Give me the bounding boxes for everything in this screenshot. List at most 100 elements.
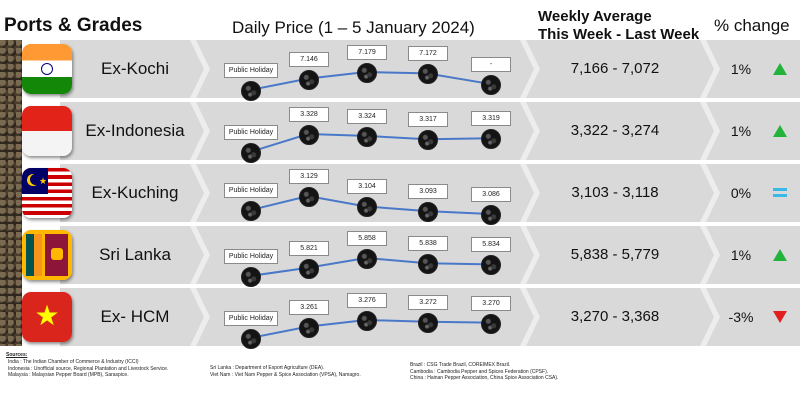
data-point	[418, 312, 438, 333]
data-label: 7.179	[347, 45, 387, 60]
percent-change-value: 0%	[730, 185, 752, 201]
up-arrow-icon	[770, 40, 790, 98]
sources-col1: India : The Indian Chamber of Commerce &…	[8, 359, 168, 379]
data-point	[241, 267, 261, 287]
public-holiday-label: Public Holiday	[224, 183, 278, 199]
data-point	[299, 125, 319, 145]
data-point	[241, 143, 261, 163]
data-point	[299, 258, 319, 279]
malaysia-flag: ★	[22, 168, 72, 218]
port-name: Sri Lanka	[99, 245, 171, 264]
percent-change-value: 1%	[730, 61, 752, 77]
port-name: Ex-Indonesia	[85, 121, 185, 140]
header-weekly-line1: Weekly Average	[538, 8, 652, 25]
public-holiday-label: Public Holiday	[224, 63, 278, 78]
header-weekly-average: Weekly Average This Week - Last Week	[538, 8, 699, 44]
weekly-average-value: 5,838 - 5,779	[570, 246, 660, 263]
source-item: India : The Indian Chamber of Commerce &…	[8, 359, 139, 365]
price-row: Ex-Indonesia Public Holiday 3.328 3.324 3.31…	[0, 102, 800, 163]
data-point	[357, 311, 377, 331]
data-point	[481, 74, 501, 95]
data-label: 3.319	[471, 111, 511, 127]
data-point	[241, 201, 261, 222]
vietnam-flag: ★	[22, 292, 72, 342]
sources-title: Sources:	[6, 352, 28, 358]
data-point	[357, 63, 377, 83]
data-point	[481, 205, 501, 225]
weekly-average-value: 3,270 - 3,368	[570, 308, 660, 325]
data-label: 3.086	[471, 187, 511, 202]
sources-col3: Brazil : CSG Trade Brazil, COREIMEX Braz…	[410, 362, 558, 382]
data-point	[418, 130, 438, 151]
data-label: 5.821	[289, 240, 329, 256]
public-holiday-label: Public Holiday	[224, 311, 278, 326]
peppercorn-background	[0, 40, 22, 346]
data-label: 3.324	[347, 108, 387, 124]
data-point	[299, 187, 319, 207]
data-point	[357, 126, 377, 147]
up-arrow-icon	[770, 102, 790, 160]
equals-icon	[770, 164, 790, 222]
data-label: 3.317	[408, 112, 448, 128]
data-point	[299, 317, 319, 338]
weekly-average-value: 7,166 - 7,072	[570, 60, 660, 77]
data-point	[418, 202, 438, 223]
public-holiday-label: Public Holiday	[224, 249, 278, 264]
data-label: 5.834	[471, 237, 511, 253]
trend-mark	[773, 249, 787, 261]
data-label: 5.838	[408, 236, 448, 252]
data-point	[241, 81, 261, 101]
header-ports-grades: Ports & Grades	[4, 15, 143, 36]
data-label: 3.093	[408, 184, 448, 200]
data-label: 3.261	[289, 299, 329, 315]
data-point	[299, 69, 319, 90]
data-point	[357, 249, 377, 269]
header-weekly-line2: This Week - Last Week	[538, 26, 700, 43]
weekly-average-value: 3,322 - 3,274	[570, 122, 660, 139]
sources-block: Sources:	[6, 352, 27, 359]
indonesia-flag	[22, 106, 72, 156]
trend-mark	[773, 63, 787, 75]
percent-change-value: 1%	[730, 247, 752, 263]
data-label: 7.146	[289, 51, 329, 67]
data-label: 5.858	[347, 231, 387, 246]
india-flag	[22, 44, 72, 94]
data-point	[418, 64, 438, 85]
data-label: 3.129	[289, 169, 329, 184]
data-label: 3.104	[347, 179, 387, 195]
down-arrow-icon	[770, 288, 790, 346]
source-item: Indonesia : Unofficial source, Regional …	[8, 365, 169, 372]
data-label: 7.172	[408, 46, 448, 62]
price-row: Sri Lanka Public Holiday 5.821 5.858 5.838 5.…	[0, 226, 800, 287]
price-row: Ex-Kochi Public Holiday 7.146 7.179 7.172 - 7,…	[0, 40, 800, 101]
data-label: 3.328	[289, 107, 329, 122]
data-point	[418, 254, 438, 275]
source-item: Malaysia : Malaysian Pepper Board (MPB),…	[8, 372, 129, 378]
source-item: China : Hainan Pepper Association, China…	[410, 375, 559, 381]
source-item: Viet Nam : Viet Nam Pepper & Spice Assoc…	[210, 371, 361, 378]
percent-change-value: -3%	[728, 309, 754, 325]
trend-mark	[773, 188, 787, 191]
port-name: Ex-Kochi	[100, 59, 170, 78]
srilanka-flag	[22, 230, 72, 280]
source-item: Cambodia : Cambodia Pepper and Spices Fe…	[410, 368, 549, 375]
data-label: -	[471, 56, 511, 72]
data-point	[241, 329, 261, 349]
header-daily-price: Daily Price (1 – 5 January 2024)	[232, 18, 475, 37]
data-label: 3.270	[471, 295, 511, 311]
public-holiday-label: Public Holiday	[224, 125, 278, 140]
port-name: Ex-Kuching	[91, 183, 179, 202]
data-point	[481, 255, 501, 276]
percent-change-value: 1%	[730, 123, 752, 139]
trend-mark	[773, 125, 787, 137]
source-item: Brazil : CSG Trade Brazil, COREIMEX Braz…	[410, 362, 511, 368]
weekly-average-value: 3,103 - 3,118	[571, 184, 659, 201]
data-label: 3.276	[347, 293, 387, 308]
trend-mark	[773, 311, 787, 323]
data-point	[357, 197, 377, 218]
data-label: 3.272	[408, 294, 448, 310]
price-row: ★ Ex- HCM Public Holiday 3.261 3.276 3.272 3.2…	[0, 288, 800, 349]
up-arrow-icon	[770, 226, 790, 284]
port-name: Ex- HCM	[100, 307, 170, 326]
sources-col2: Sri Lanka : Department of Export Agricul…	[210, 365, 361, 378]
